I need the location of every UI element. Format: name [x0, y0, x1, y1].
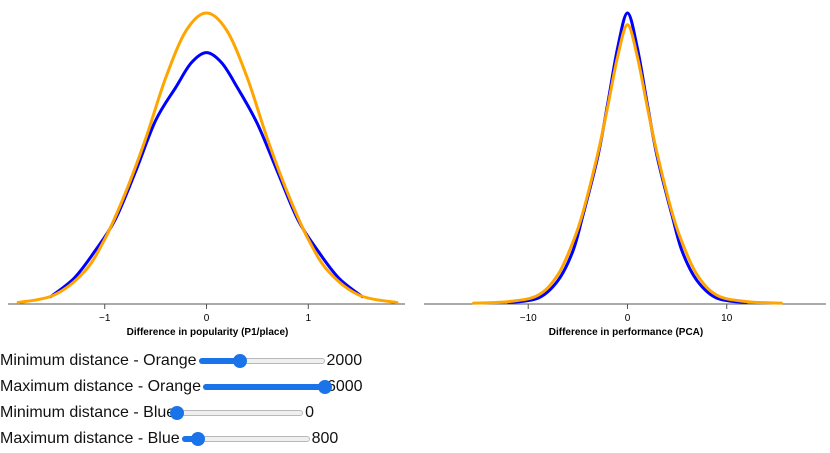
blue-density-curve	[49, 51, 364, 299]
x-axis-title: Difference in popularity (P1/place)	[127, 327, 289, 338]
x-tick-label: 1	[306, 313, 312, 324]
control-label: Minimum distance - Blue	[0, 404, 176, 421]
control-value: 800	[311, 430, 339, 447]
x-axis-title: Difference in performance (PCA)	[549, 327, 703, 338]
max-distance-blue-slider[interactable]	[181, 432, 310, 446]
control-value: 2000	[326, 352, 363, 369]
orange-density-curve	[16, 11, 399, 305]
control-max-distance-orange: Maximum distance - Orange 6000	[0, 374, 363, 400]
x-tick-label: 10	[721, 313, 733, 324]
x-tick-label: 0	[204, 313, 210, 324]
x-tick-label: −10	[520, 313, 537, 324]
control-min-distance-orange: Minimum distance - Orange 2000	[0, 348, 362, 374]
control-max-distance-blue: Maximum distance - Blue 800	[0, 426, 338, 452]
x-tick-label: −1	[99, 313, 111, 324]
x-tick-label: 0	[625, 313, 631, 324]
control-label: Maximum distance - Blue	[0, 430, 180, 447]
distance-controls: Minimum distance - Orange 2000 Maximum d…	[0, 347, 830, 453]
control-value: 0	[305, 404, 315, 421]
slider-thumb[interactable]	[191, 432, 206, 446]
performance-density-plot: −10 0 10 Difference in performance (PCA)	[424, 11, 826, 338]
control-min-distance-blue: Minimum distance - Blue 0	[0, 400, 314, 426]
slider-thumb[interactable]	[317, 380, 332, 394]
min-distance-orange-slider[interactable]	[198, 354, 325, 368]
control-value: 6000	[326, 378, 363, 395]
max-distance-orange-slider[interactable]	[202, 380, 332, 394]
blue-density-curve	[506, 11, 749, 305]
slider-thumb[interactable]	[170, 406, 185, 420]
orange-density-curve	[472, 23, 783, 305]
control-label: Minimum distance - Orange	[0, 352, 197, 369]
slider-thumb[interactable]	[233, 354, 248, 368]
control-label: Maximum distance - Orange	[0, 378, 201, 395]
popularity-density-plot: −1 0 1 Difference in popularity (P1/place)	[8, 11, 405, 338]
min-distance-blue-slider[interactable]	[170, 406, 304, 420]
